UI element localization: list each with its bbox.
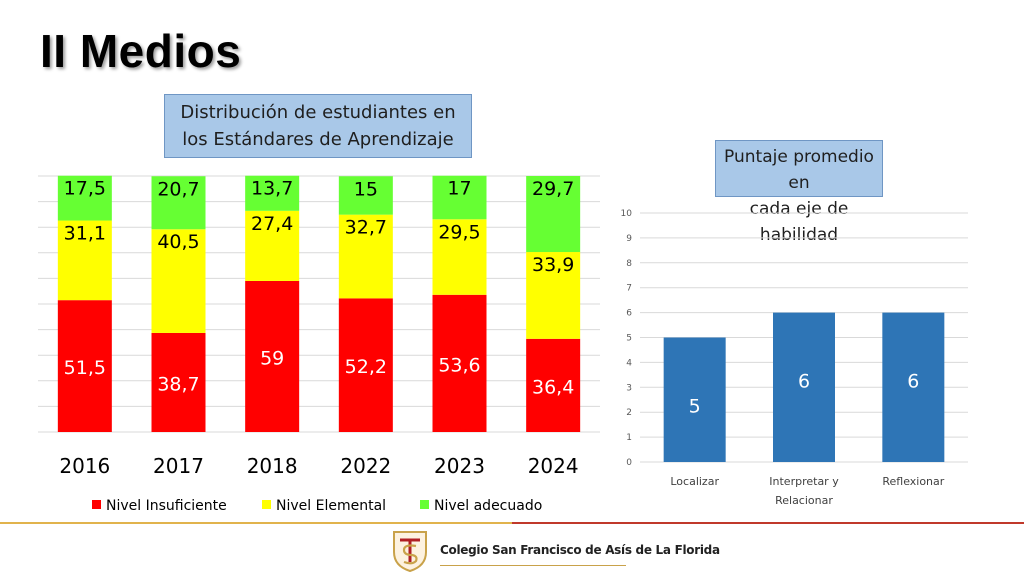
y-tick-label: 9 [626,234,632,244]
data-label: 59 [260,347,284,369]
y-tick-label: 10 [621,209,633,219]
bar-segment [338,176,393,215]
data-label: 38,7 [157,373,199,395]
bar-segment [57,220,112,301]
data-label: 52,2 [345,356,387,378]
bar-segment [338,298,393,432]
distribution-title-line-2: los Estándares de Aprendizaje [182,129,454,150]
legend-insuficiente-label: Nivel Insuficiente [106,498,227,514]
bar-segment [526,338,581,432]
x-tick-label: 2016 [59,454,110,478]
x-tick-label: 2023 [434,454,485,478]
data-label: 40,5 [157,231,199,253]
data-label: 31,1 [64,223,106,245]
data-label: 32,7 [345,217,387,239]
bar-segment [57,175,112,221]
data-label: 51,5 [64,357,106,379]
footer-line-gold [0,522,512,524]
slide-title: II Medios [40,25,242,77]
legend-adecuado-swatch [420,500,429,509]
distribution-chart-title: Distribución de estudiantes en los Están… [164,94,472,158]
school-name-underline [440,565,626,566]
data-label: 17,5 [64,178,106,200]
average-chart-title: Puntaje promedio en cada eje de habilida… [715,140,883,245]
school-crest-icon [393,531,427,572]
average-title-line-1: Puntaje promedio en [724,147,874,193]
data-label: 53,6 [438,354,480,376]
x-tick-label: Interpretar y [769,475,839,488]
bar [882,312,945,462]
y-tick-label: 0 [626,458,632,468]
data-label: 15 [354,178,378,200]
bar-segment [57,300,112,432]
data-label: 6 [907,371,919,393]
legend-adecuado-label: Nivel adecuado [434,498,542,514]
data-label: 17 [447,178,471,200]
data-label: 13,7 [251,178,293,200]
bar [773,312,835,462]
y-tick-label: 3 [626,383,632,393]
y-tick-label: 6 [626,309,632,319]
bar-segment [151,332,206,432]
school-name: Colegio San Francisco de Asís de La Flor… [440,543,720,557]
bar-segment [526,252,581,339]
legend-elemental-label: Nivel Elemental [276,498,386,514]
y-tick-label: 5 [626,334,632,344]
bar-segment [432,294,487,432]
bar-segment [245,210,300,281]
data-label: 6 [798,371,810,393]
bar-segment [432,219,487,295]
x-tick-label: 2018 [247,454,298,478]
bar-segment [151,176,206,230]
bar-segment [432,175,487,220]
x-tick-label: Reflexionar [882,475,944,488]
bar [663,337,726,462]
x-tick-label: 2017 [153,454,204,478]
data-label: 33,9 [532,254,574,276]
bar-segment [338,214,393,299]
y-tick-label: 7 [626,284,632,294]
footer-line-red [512,522,1024,524]
data-label: 27,4 [251,213,293,235]
legend-insuficiente-swatch [92,500,101,509]
bar-segment [526,176,581,253]
legend-elemental-swatch [262,500,271,509]
bar-segment [245,280,300,432]
x-tick-label: 2022 [340,454,391,478]
bar-segment [245,175,300,211]
distribution-title-line-1: Distribución de estudiantes en [180,102,456,123]
x-tick-label: 2024 [528,454,579,478]
data-label: 36,4 [532,376,574,398]
average-title-line-2: cada eje de habilidad [749,199,849,245]
x-tick-label: Relacionar [775,494,833,507]
y-tick-label: 8 [626,259,632,269]
y-tick-label: 4 [626,358,632,368]
bar-segment [151,229,206,333]
data-label: 29,7 [532,178,574,200]
data-label: 29,5 [438,221,480,243]
data-label: 5 [689,396,701,418]
y-tick-label: 1 [626,433,632,443]
y-tick-label: 2 [626,408,632,418]
x-tick-label: Localizar [670,475,719,488]
data-label: 20,7 [157,178,199,200]
